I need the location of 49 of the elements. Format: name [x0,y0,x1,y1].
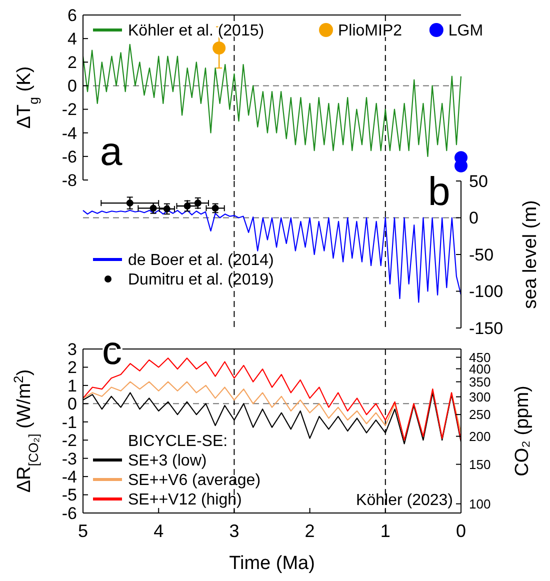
legend-label: SE++V6 (average) [128,472,261,490]
annotation: b [428,170,450,214]
y2-tick-label: 350 [469,374,491,390]
legend-label: LGM [448,22,484,40]
y-tick-label: -4 [62,124,77,143]
y2-tick-label: 100 [469,496,491,512]
annotation: Köhler (2023) [356,492,453,509]
y-tick-label: 2 [68,53,77,72]
y-tick-label: -2 [62,100,77,120]
legend-label: de Boer et al. (2014) [128,252,274,270]
x-tick-label: 3 [229,521,240,541]
y-tick-label: -8 [62,170,77,190]
y-tick-label: -6 [62,147,77,166]
y2-tick-label: 50 [469,172,488,191]
y-tick-label: 2 [68,358,77,378]
y-tick-label: -6 [62,504,77,523]
x-axis-title: Time (Ma) [229,553,315,574]
x-tick-label: 2 [304,521,315,541]
y-tick-label: 0 [68,76,77,96]
annotation: a [100,130,123,174]
legend-label: SE+3 (low) [128,452,207,470]
y-tick-label: 6 [68,6,77,25]
y2-tick-label: -50 [469,245,494,264]
legend-label: PlioMIP2 [338,22,402,40]
y2-axis-title: CO₂ (ppm) [512,386,533,476]
y-tick-label: 1 [68,376,77,396]
y-tick-label: -5 [62,486,77,505]
y-tick-label: -2 [62,431,77,450]
y-tick-label: -1 [62,412,77,432]
legend-title: BICYCLE-SE: [128,433,228,450]
y2-tick-label: 200 [469,428,491,444]
y-tick-label: -4 [62,468,77,487]
y2-axis-title: sea level (m) [520,200,541,309]
y-tick-label: 3 [68,340,77,359]
y2-tick-label: -150 [469,318,504,338]
x-tick-label: 4 [154,521,164,541]
legend-label: SE++V12 (high) [128,492,242,509]
y-tick-label: -3 [62,449,77,468]
x-tick-label: 5 [78,521,88,541]
y2-tick-label: 0 [469,208,478,228]
x-tick-label: 1 [380,521,390,541]
y2-tick-label: -100 [469,282,504,302]
y2-tick-label: 250 [469,407,491,422]
y-tick-label: 4 [68,30,77,49]
y-tick-label: 0 [68,394,77,414]
legend-label: Dumitru et al. (2019) [128,272,274,289]
y2-tick-label: 300 [469,389,491,404]
y2-tick-label: 150 [469,456,491,472]
x-tick-label: 0 [456,521,466,541]
